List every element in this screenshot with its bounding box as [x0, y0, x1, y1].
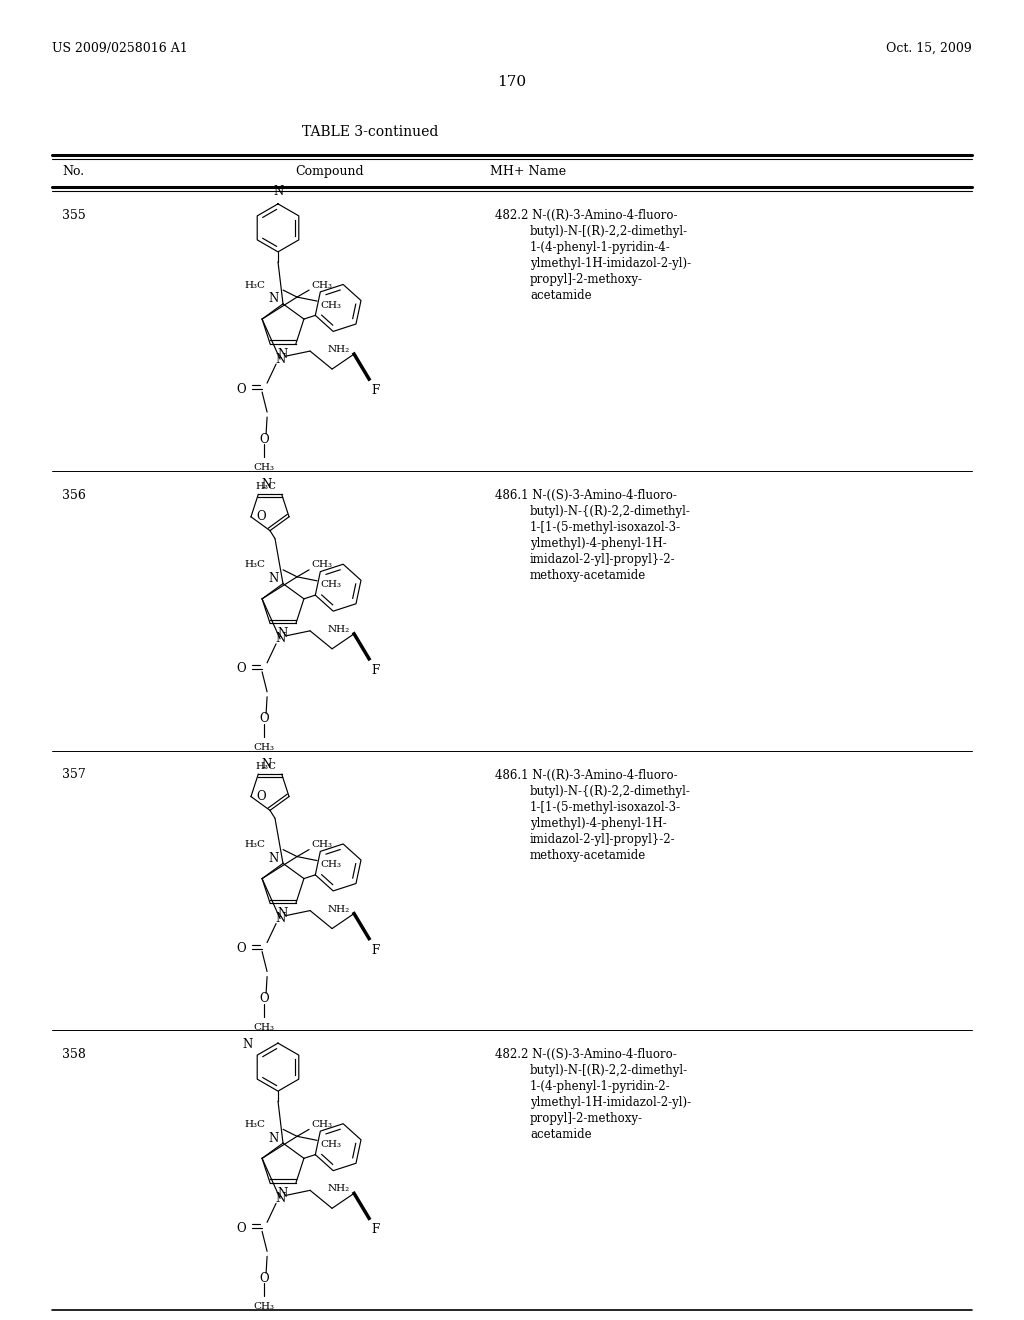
Text: acetamide: acetamide: [530, 1129, 592, 1142]
Text: N: N: [269, 572, 280, 585]
Text: CH₃: CH₃: [311, 281, 332, 289]
Text: O: O: [259, 713, 269, 725]
Text: 358: 358: [62, 1048, 86, 1061]
Text: CH₃: CH₃: [311, 840, 332, 849]
Text: methoxy-acetamide: methoxy-acetamide: [530, 569, 646, 582]
Text: O: O: [237, 942, 246, 956]
Text: N: N: [275, 632, 286, 645]
Text: 170: 170: [498, 75, 526, 88]
Text: imidazol-2-yl]-propyl}-2-: imidazol-2-yl]-propyl}-2-: [530, 553, 676, 566]
Text: butyl)-N-[(R)-2,2-dimethyl-: butyl)-N-[(R)-2,2-dimethyl-: [530, 224, 688, 238]
Text: 355: 355: [62, 209, 86, 222]
Text: butyl)-N-[(R)-2,2-dimethyl-: butyl)-N-[(R)-2,2-dimethyl-: [530, 1064, 688, 1077]
Text: N: N: [269, 851, 280, 865]
Text: CH₃: CH₃: [321, 861, 341, 869]
Text: N: N: [269, 292, 280, 305]
Text: acetamide: acetamide: [530, 289, 592, 302]
Text: H₃C: H₃C: [244, 281, 265, 289]
Text: H₃C: H₃C: [244, 840, 265, 849]
Text: 486.1 N-((S)-3-Amino-4-fluoro-: 486.1 N-((S)-3-Amino-4-fluoro-: [495, 488, 677, 502]
Text: butyl)-N-{(R)-2,2-dimethyl-: butyl)-N-{(R)-2,2-dimethyl-: [530, 784, 691, 797]
Text: 357: 357: [62, 768, 86, 781]
Text: ylmethyl-1H-imidazol-2-yl)-: ylmethyl-1H-imidazol-2-yl)-: [530, 257, 691, 271]
Text: CH₃: CH₃: [254, 463, 274, 473]
Text: TABLE 3-continued: TABLE 3-continued: [302, 125, 438, 139]
Text: 356: 356: [62, 488, 86, 502]
Text: CH₃: CH₃: [311, 560, 332, 569]
Text: Oct. 15, 2009: Oct. 15, 2009: [886, 42, 972, 55]
Text: NH₂: NH₂: [327, 1184, 349, 1193]
Text: O: O: [259, 1272, 269, 1284]
Text: H₃C: H₃C: [244, 1119, 265, 1129]
Text: N: N: [278, 347, 288, 360]
Text: 486.1 N-((R)-3-Amino-4-fluoro-: 486.1 N-((R)-3-Amino-4-fluoro-: [495, 768, 678, 781]
Text: methoxy-acetamide: methoxy-acetamide: [530, 849, 646, 862]
Text: F: F: [371, 944, 379, 957]
Text: F: F: [371, 664, 379, 677]
Text: ylmethyl-1H-imidazol-2-yl)-: ylmethyl-1H-imidazol-2-yl)-: [530, 1096, 691, 1109]
Text: CH₃: CH₃: [254, 1303, 274, 1311]
Text: propyl]-2-methoxy-: propyl]-2-methoxy-: [530, 1113, 643, 1125]
Text: 1-[1-(5-methyl-isoxazol-3-: 1-[1-(5-methyl-isoxazol-3-: [530, 521, 681, 533]
Text: US 2009/0258016 A1: US 2009/0258016 A1: [52, 42, 187, 55]
Text: O: O: [259, 993, 269, 1005]
Text: N: N: [275, 912, 286, 925]
Text: CH₃: CH₃: [311, 1119, 332, 1129]
Text: N: N: [261, 478, 271, 491]
Text: H₃C: H₃C: [244, 560, 265, 569]
Text: N: N: [275, 1192, 286, 1205]
Text: O: O: [256, 511, 265, 523]
Text: O: O: [256, 791, 265, 803]
Text: N: N: [242, 1038, 252, 1051]
Text: NH₂: NH₂: [327, 624, 349, 634]
Text: NH₂: NH₂: [327, 904, 349, 913]
Text: NH₂: NH₂: [327, 345, 349, 354]
Text: imidazol-2-yl]-propyl}-2-: imidazol-2-yl]-propyl}-2-: [530, 833, 676, 846]
Text: No.: No.: [62, 165, 84, 178]
Text: N: N: [278, 1187, 288, 1200]
Text: CH₃: CH₃: [321, 1140, 341, 1148]
Text: 1-(4-phenyl-1-pyridin-2-: 1-(4-phenyl-1-pyridin-2-: [530, 1080, 671, 1093]
Text: N: N: [275, 352, 286, 366]
Text: H₃C: H₃C: [256, 482, 276, 491]
Text: O: O: [237, 663, 246, 676]
Text: 482.2 N-((S)-3-Amino-4-fluoro-: 482.2 N-((S)-3-Amino-4-fluoro-: [495, 1048, 677, 1061]
Text: Compound: Compound: [296, 165, 365, 178]
Text: F: F: [371, 1224, 379, 1237]
Text: F: F: [371, 384, 379, 397]
Text: MH+ Name: MH+ Name: [490, 165, 566, 178]
Text: 482.2 N-((R)-3-Amino-4-fluoro-: 482.2 N-((R)-3-Amino-4-fluoro-: [495, 209, 678, 222]
Text: ylmethyl)-4-phenyl-1H-: ylmethyl)-4-phenyl-1H-: [530, 537, 667, 549]
Text: propyl]-2-methoxy-: propyl]-2-methoxy-: [530, 273, 643, 286]
Text: N: N: [278, 907, 288, 920]
Text: CH₃: CH₃: [321, 301, 341, 310]
Text: O: O: [237, 1222, 246, 1234]
Text: ylmethyl)-4-phenyl-1H-: ylmethyl)-4-phenyl-1H-: [530, 817, 667, 829]
Text: 1-(4-phenyl-1-pyridin-4-: 1-(4-phenyl-1-pyridin-4-: [530, 242, 671, 253]
Text: CH₃: CH₃: [321, 581, 341, 589]
Text: N: N: [273, 185, 284, 198]
Text: butyl)-N-{(R)-2,2-dimethyl-: butyl)-N-{(R)-2,2-dimethyl-: [530, 504, 691, 517]
Text: 1-[1-(5-methyl-isoxazol-3-: 1-[1-(5-methyl-isoxazol-3-: [530, 800, 681, 813]
Text: N: N: [261, 758, 271, 771]
Text: N: N: [278, 627, 288, 640]
Text: CH₃: CH₃: [254, 743, 274, 752]
Text: H₃C: H₃C: [256, 762, 276, 771]
Text: O: O: [237, 383, 246, 396]
Text: CH₃: CH₃: [254, 1023, 274, 1031]
Text: N: N: [269, 1131, 280, 1144]
Text: O: O: [259, 433, 269, 446]
